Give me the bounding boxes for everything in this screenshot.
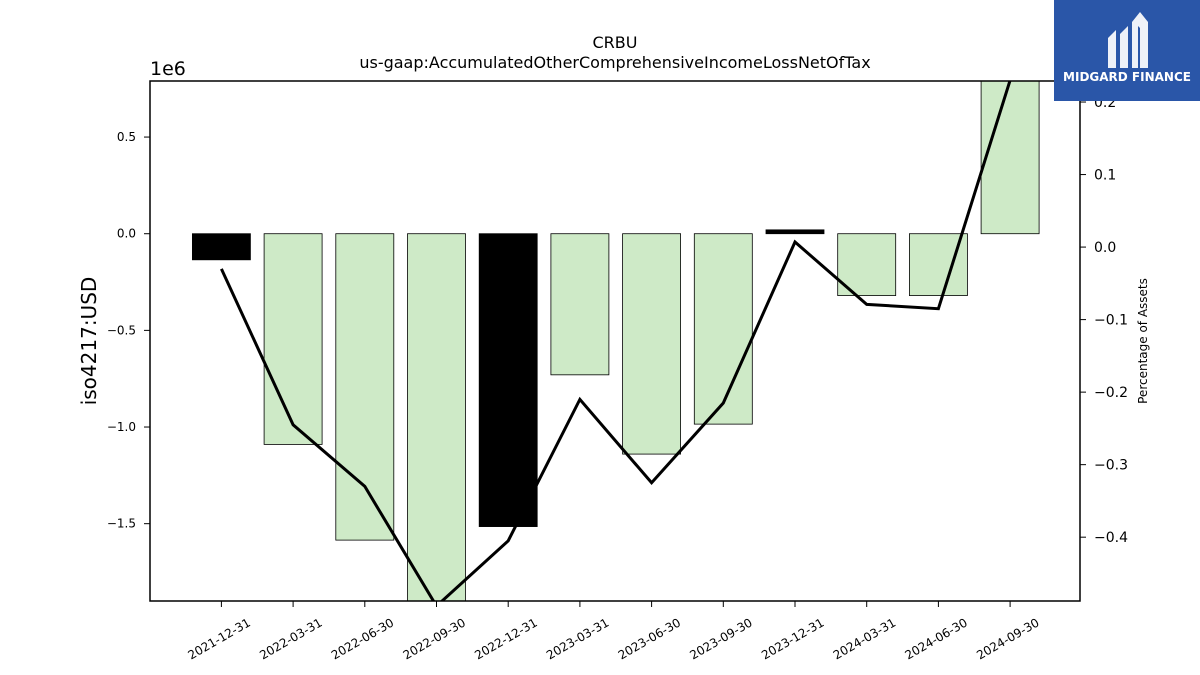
y2-tick-label: 0.0: [1094, 240, 1116, 256]
x-tick-label: 2024-06-30: [902, 615, 969, 662]
y-tick-label: −1.0: [107, 420, 136, 434]
y2-axis-label: Percentage of Assets: [1136, 278, 1150, 404]
y2-tick-label: −0.4: [1094, 530, 1128, 546]
y-axis-label: iso4217:USD: [77, 277, 101, 406]
x-tick-label: 2023-09-30: [687, 615, 754, 662]
x-tick-label: 2022-12-31: [472, 615, 539, 662]
chart-title: CRBU: [593, 33, 638, 52]
x-tick-label: 2024-09-30: [974, 615, 1041, 662]
x-tick-label: 2023-06-30: [616, 615, 683, 662]
y-tick-label: −0.5: [107, 323, 136, 337]
bar-2023-03-31: [550, 233, 610, 376]
logo-mark-icon: [1108, 12, 1148, 68]
axes-group: 0.50.0−0.5−1.0−1.50.20.10.0−0.1−0.2−0.3−…: [107, 80, 1128, 662]
brand-logo: MIDGARD FINANCE: [1054, 0, 1200, 101]
percentage-line: [220, 81, 1012, 601]
bar-2022-12-31: [478, 233, 538, 527]
y2-tick-label: −0.2: [1094, 385, 1128, 401]
x-tick-label: 2024-03-31: [831, 615, 898, 662]
bar-2022-06-30: [335, 233, 395, 541]
y-tick-label: −1.5: [107, 517, 136, 531]
y2-tick-label: −0.1: [1094, 313, 1128, 329]
y-tick-label: 0.5: [117, 130, 136, 144]
bar-2021-12-31: [191, 233, 251, 261]
bar-2024-03-31: [837, 233, 897, 296]
line-group: [220, 81, 1012, 601]
x-tick-label: 2022-03-31: [257, 615, 324, 662]
y2-tick-label: −0.3: [1094, 458, 1128, 474]
y-offset-text: 1e6: [150, 58, 186, 80]
chart-subtitle: us-gaap:AccumulatedOtherComprehensiveInc…: [359, 53, 870, 72]
bar-2022-03-31: [263, 233, 323, 445]
x-tick-label: 2021-12-31: [185, 615, 252, 662]
bar-2023-12-31: [765, 229, 825, 235]
bars-group: [191, 81, 1040, 601]
bar-2023-06-30: [622, 233, 681, 455]
bar-2023-09-30: [693, 233, 753, 425]
x-tick-label: 2023-12-31: [759, 615, 826, 662]
logo-text: MIDGARD FINANCE: [1063, 70, 1191, 84]
x-tick-label: 2022-09-30: [401, 615, 468, 662]
x-tick-label: 2022-06-30: [329, 615, 396, 662]
bar-2022-09-30: [407, 233, 466, 601]
y-tick-label: 0.0: [117, 227, 136, 241]
plot-frame: [149, 80, 1081, 602]
x-tick-label: 2023-03-31: [544, 615, 611, 662]
y2-tick-label: 0.1: [1094, 168, 1116, 184]
bar-2024-09-30: [980, 81, 1040, 235]
